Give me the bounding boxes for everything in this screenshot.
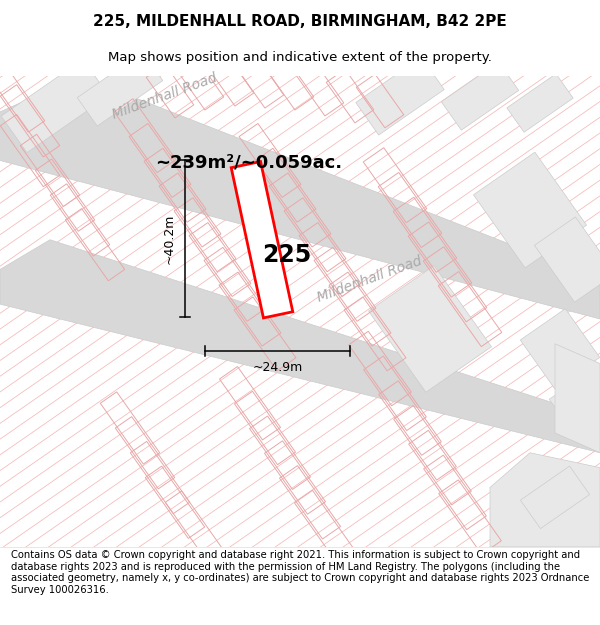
Text: Map shows position and indicative extent of the property.: Map shows position and indicative extent… <box>108 51 492 64</box>
Polygon shape <box>0 240 600 452</box>
Polygon shape <box>520 466 590 529</box>
Text: ~239m²/~0.059ac.: ~239m²/~0.059ac. <box>155 154 342 171</box>
Text: Contains OS data © Crown copyright and database right 2021. This information is : Contains OS data © Crown copyright and d… <box>11 550 589 595</box>
Polygon shape <box>1 59 109 152</box>
Text: 225, MILDENHALL ROAD, BIRMINGHAM, B42 2PE: 225, MILDENHALL ROAD, BIRMINGHAM, B42 2P… <box>93 14 507 29</box>
Polygon shape <box>490 452 600 547</box>
Polygon shape <box>535 217 600 302</box>
Polygon shape <box>368 266 491 392</box>
Polygon shape <box>441 62 519 130</box>
Polygon shape <box>549 376 600 440</box>
Polygon shape <box>520 309 600 389</box>
Text: ~40.2m: ~40.2m <box>163 214 176 264</box>
Polygon shape <box>555 344 600 452</box>
Polygon shape <box>356 57 444 135</box>
Polygon shape <box>473 152 587 268</box>
Polygon shape <box>231 161 293 318</box>
Text: Mildenhall Road: Mildenhall Road <box>316 254 424 305</box>
Polygon shape <box>0 76 600 319</box>
Text: Mildenhall Road: Mildenhall Road <box>110 71 218 121</box>
Text: ~24.9m: ~24.9m <box>253 361 302 374</box>
Polygon shape <box>77 52 163 126</box>
Polygon shape <box>507 74 573 132</box>
Text: 225: 225 <box>262 242 311 267</box>
